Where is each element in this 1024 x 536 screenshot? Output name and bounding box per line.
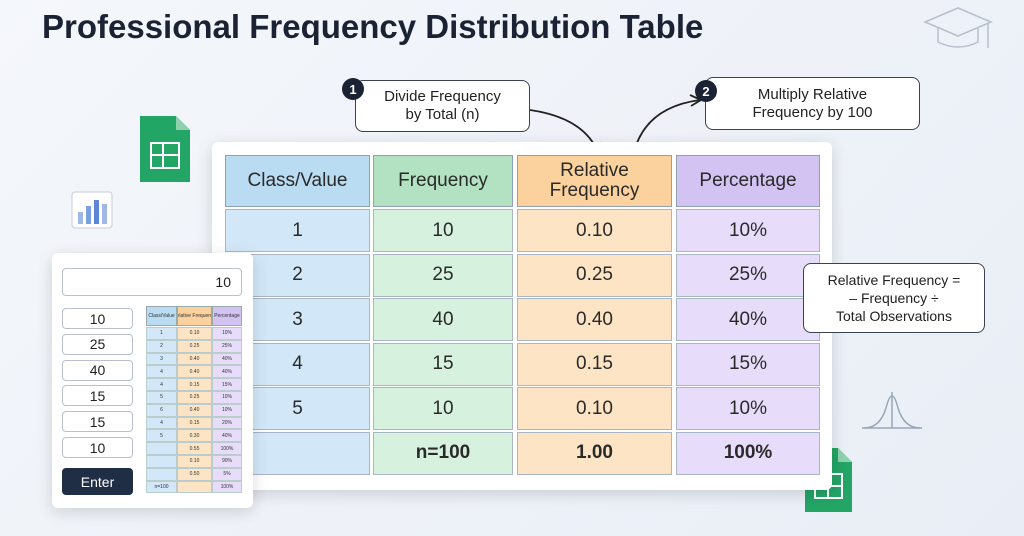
total-input[interactable]: 10 bbox=[62, 268, 242, 296]
value-input[interactable]: 10 bbox=[62, 437, 133, 458]
step-badge: 2 bbox=[695, 80, 717, 102]
mini-cell: 0.25 bbox=[177, 339, 212, 353]
mini-cell: 0.40 bbox=[177, 365, 212, 379]
value-input[interactable]: 15 bbox=[62, 385, 133, 407]
mini-cell: 5 bbox=[146, 391, 177, 404]
mini-cell: 100% bbox=[212, 442, 242, 455]
mini-cell: 0.15 bbox=[177, 378, 212, 391]
mini-cell: 2 bbox=[146, 339, 177, 353]
mini-cell bbox=[146, 467, 177, 481]
column-header: Class/Value bbox=[225, 155, 370, 207]
mini-cell: 25% bbox=[212, 339, 242, 353]
table-cell: 0.40 bbox=[517, 298, 672, 341]
mini-cell: 15% bbox=[212, 378, 242, 391]
table-cell: 10 bbox=[373, 387, 513, 430]
mini-cell bbox=[146, 455, 177, 468]
table-cell: 1 bbox=[225, 209, 370, 252]
mini-cell: 0.10 bbox=[177, 455, 212, 468]
table-cell: 0.10 bbox=[517, 387, 672, 430]
value-input[interactable]: 40 bbox=[62, 359, 133, 381]
mini-cell: 0.50 bbox=[177, 467, 212, 481]
table-cell: 0.25 bbox=[517, 253, 672, 297]
value-input[interactable]: 15 bbox=[62, 411, 133, 433]
mini-cell: n=100 bbox=[146, 480, 177, 494]
mini-cell: 0.25 bbox=[177, 391, 212, 404]
mini-cell: 4 bbox=[146, 378, 177, 391]
column-header: Relative Frequency bbox=[517, 155, 672, 207]
value-input[interactable]: 25 bbox=[62, 333, 133, 355]
table-cell: 25 bbox=[373, 253, 513, 297]
mini-cell: 3 bbox=[146, 352, 177, 366]
mini-cell: 6 bbox=[146, 403, 177, 417]
page-title: Professional Frequency Distribution Tabl… bbox=[42, 8, 704, 45]
column-header: Frequency bbox=[373, 155, 513, 207]
table-cell: n=100 bbox=[373, 431, 513, 475]
table-panel: Class/Value Frequency Relative Frequency Pe… bbox=[212, 142, 832, 490]
mini-cell: 5 bbox=[146, 429, 177, 443]
mini-cell: 100% bbox=[212, 480, 242, 494]
table-cell: 0.15 bbox=[517, 342, 672, 386]
mini-cell: 40% bbox=[212, 429, 242, 443]
step-callout: Divide Frequency by Total (n) bbox=[355, 80, 530, 132]
mini-cell: 10% bbox=[212, 327, 242, 340]
grad-cap-icon bbox=[923, 7, 993, 48]
value-input[interactable]: 10 bbox=[62, 308, 133, 329]
table-cell: 1.00 bbox=[517, 431, 672, 475]
sheet-icon bbox=[140, 116, 190, 182]
mini-cell: 40% bbox=[212, 365, 242, 379]
mini-cell: 10% bbox=[212, 391, 242, 404]
bar-chart-icon bbox=[71, 191, 113, 229]
table-cell: 10 bbox=[373, 209, 513, 252]
mini-cell: 0.10 bbox=[177, 327, 212, 340]
mini-cell: 0.40 bbox=[177, 403, 212, 417]
mini-cell: 4 bbox=[146, 365, 177, 379]
table-cell: 25% bbox=[676, 253, 820, 297]
mini-cell: 0.40 bbox=[177, 352, 212, 366]
mini-cell: 0.15 bbox=[177, 416, 212, 430]
formula-box: Relative Frequency = – Frequency ÷ Total… bbox=[803, 263, 985, 333]
mini-header: Class/Value bbox=[146, 306, 177, 326]
mini-cell: 5% bbox=[212, 467, 242, 481]
table-cell: 10% bbox=[676, 387, 820, 430]
mini-cell: 10% bbox=[212, 403, 242, 417]
table-cell: 40 bbox=[373, 298, 513, 341]
mini-cell bbox=[177, 480, 212, 494]
mini-cell: 0.30 bbox=[177, 429, 212, 443]
column-header: Percentage bbox=[676, 155, 820, 207]
table-cell: 10% bbox=[676, 209, 820, 252]
mini-cell: 1 bbox=[146, 327, 177, 340]
step-callout: Multiply Relative Frequency by 100 bbox=[705, 77, 920, 130]
enter-button[interactable]: Enter bbox=[62, 468, 133, 495]
mini-header: Relative Frequency bbox=[177, 306, 212, 326]
mini-cell: 4 bbox=[146, 416, 177, 430]
mini-cell: 0.55 bbox=[177, 442, 212, 455]
mini-cell: 90% bbox=[212, 455, 242, 468]
bell-curve-icon bbox=[862, 392, 922, 429]
table-cell: 0.10 bbox=[517, 209, 672, 252]
table-cell: 40% bbox=[676, 298, 820, 341]
mini-cell: 40% bbox=[212, 352, 242, 366]
mini-cell bbox=[146, 442, 177, 455]
mini-cell: 20% bbox=[212, 416, 242, 430]
table-cell: 15% bbox=[676, 342, 820, 386]
table-cell: 100% bbox=[676, 431, 820, 475]
mini-header: Percentage bbox=[212, 306, 242, 326]
step-badge: 1 bbox=[342, 78, 364, 100]
table-cell: 15 bbox=[373, 342, 513, 386]
